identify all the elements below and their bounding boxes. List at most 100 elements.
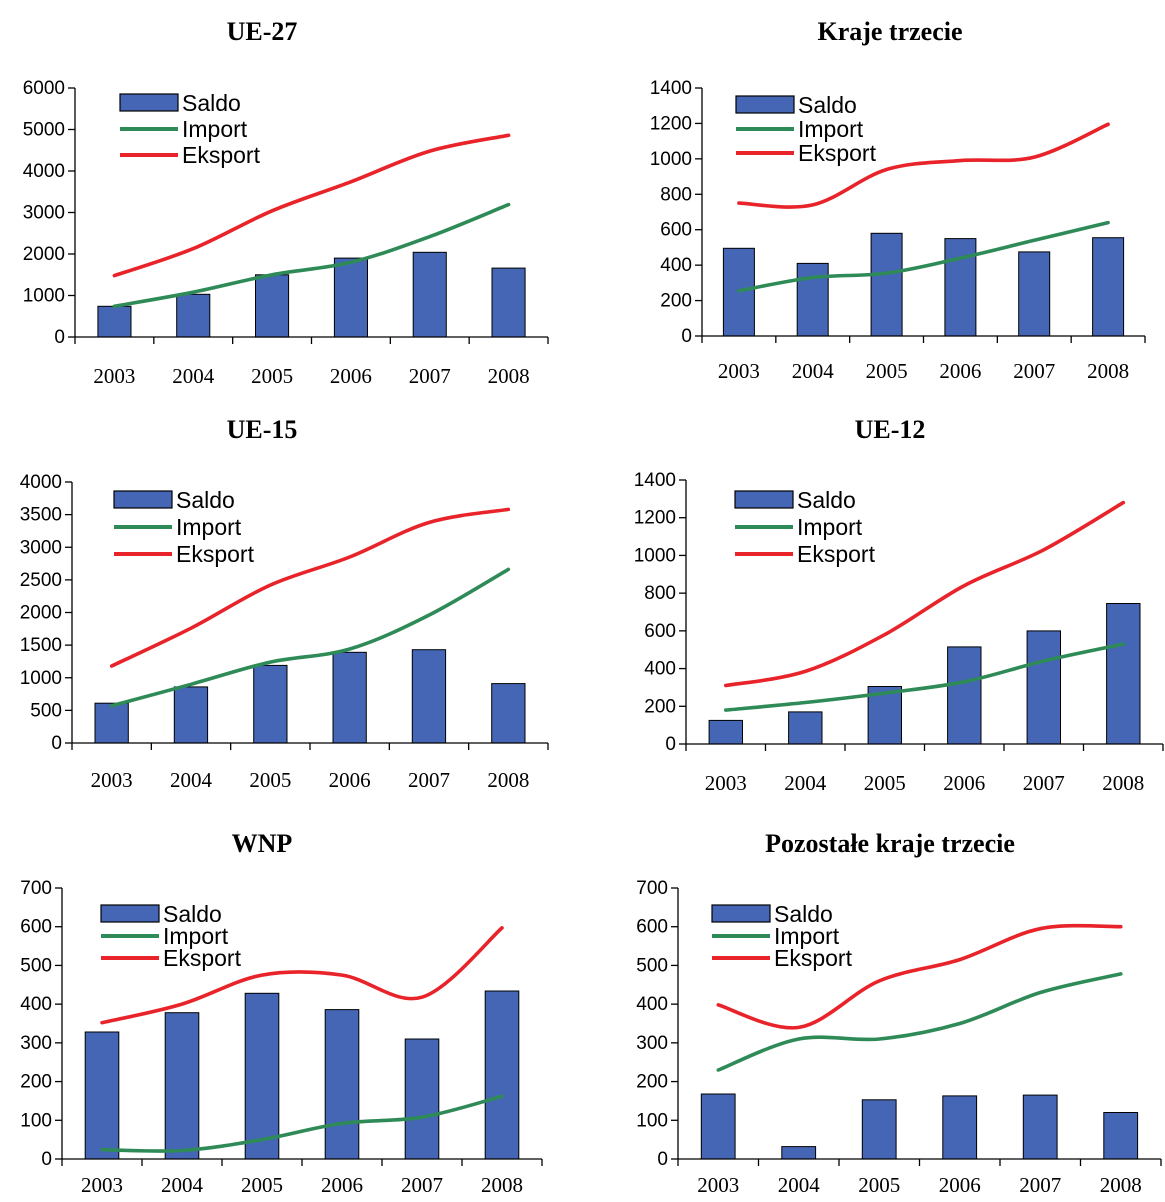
legend-saldo-label: Saldo <box>176 487 235 513</box>
legend-saldo-swatch <box>113 490 173 509</box>
saldo-bar <box>1103 1112 1139 1160</box>
x-tick-label: 2003 <box>91 768 133 792</box>
chart-title: UE-27 <box>227 17 298 46</box>
legend-import-label: Import <box>798 116 864 142</box>
saldo-bar <box>332 651 367 744</box>
chart-ue15-svg: UE-15 0 500 1000 1500 2000 2500 3000 3500 4000 200… <box>20 415 549 792</box>
y-tick-label: 3000 <box>23 203 65 224</box>
x-tick-label: 2007 <box>1013 359 1055 383</box>
y-tick-label: 300 <box>636 1033 668 1054</box>
x-tick-label: 2006 <box>329 768 371 792</box>
legend-saldo-label: Saldo <box>163 901 222 927</box>
chart-wnp-svg: WNP 0 100 200 300 400 500 600 700 2003 2004 2005 200… <box>20 829 543 1197</box>
x-tick-label: 2006 <box>939 359 981 383</box>
y-tick-label: 0 <box>681 326 692 347</box>
import-line <box>716 972 1123 1072</box>
legend-saldo-label: Saldo <box>797 487 856 513</box>
import-line <box>100 1094 504 1153</box>
saldo-bar <box>861 1099 897 1160</box>
x-tick-label: 2008 <box>488 364 530 388</box>
y-tick-label: 1000 <box>634 545 676 566</box>
y-tick-label: 200 <box>660 291 692 312</box>
legend-import-label: Import <box>774 923 840 949</box>
x-tick-label: 2006 <box>943 771 985 795</box>
saldo-bar <box>1022 1094 1058 1160</box>
y-tick-label: 300 <box>20 1033 52 1054</box>
legend-eksport-label: Eksport <box>163 945 242 971</box>
chart-ue27: UE-27 0 1000 2000 3000 4000 5000 6000 2003 2004 20… <box>0 0 565 400</box>
y-tick-label: 700 <box>636 878 668 899</box>
saldo-bar <box>333 257 368 338</box>
y-tick-label: 1200 <box>650 113 692 134</box>
chart-ue12-svg: UE-12 0 200 400 600 800 1000 1200 1400 2003 2004 20… <box>634 415 1164 795</box>
x-tick-label: 2005 <box>864 771 906 795</box>
saldo-bar <box>411 649 447 744</box>
x-tick-label: 2007 <box>409 364 451 388</box>
y-tick-label: 600 <box>636 917 668 938</box>
legend-eksport-label: Eksport <box>798 140 877 166</box>
chart-title: WNP <box>232 829 293 858</box>
legend-eksport-label: Eksport <box>182 142 261 168</box>
legend-saldo-swatch <box>711 904 771 923</box>
y-tick-label: 0 <box>54 327 65 348</box>
saldo-bar <box>94 702 129 744</box>
x-tick-label: 2007 <box>401 1173 443 1197</box>
x-tick-label: 2008 <box>487 768 529 792</box>
import-line <box>737 220 1110 293</box>
x-tick-label: 2004 <box>161 1173 204 1197</box>
legend-saldo-label: Saldo <box>774 901 833 927</box>
x-tick-label: 2005 <box>858 1173 900 1197</box>
y-tick-label: 100 <box>20 1110 52 1131</box>
legend-import-label: Import <box>182 116 248 142</box>
x-tick-label: 2004 <box>778 1173 821 1197</box>
y-tick-label: 4000 <box>23 161 65 182</box>
x-tick-label: 2004 <box>172 364 215 388</box>
x-tick-label: 2003 <box>81 1173 123 1197</box>
y-tick-label: 2500 <box>20 570 62 591</box>
x-tick-label: 2007 <box>1019 1173 1061 1197</box>
saldo-bar <box>97 305 132 338</box>
legend-import-label: Import <box>163 923 229 949</box>
saldo-bar <box>484 990 520 1160</box>
chart-title: UE-12 <box>855 415 926 444</box>
saldo-bar <box>708 719 743 745</box>
x-tick-label: 2008 <box>481 1173 523 1197</box>
chart-pozostale-kraje-trzecie: Pozostałe kraje trzecie 0 100 200 300 400 500 6… <box>590 800 1165 1202</box>
saldo-bar <box>173 686 209 744</box>
saldo-bar <box>404 1038 440 1160</box>
y-tick-label: 0 <box>41 1149 52 1170</box>
y-tick-label: 500 <box>20 955 52 976</box>
chart-title: Pozostałe kraje trzecie <box>765 829 1015 858</box>
import-line <box>112 202 511 309</box>
saldo-bar <box>944 238 977 337</box>
x-tick-label: 2006 <box>939 1173 981 1197</box>
saldo-bar <box>947 646 982 745</box>
x-tick-label: 2008 <box>1087 359 1129 383</box>
y-tick-label: 600 <box>660 220 692 241</box>
legend-eksport-label: Eksport <box>797 541 876 567</box>
chart-pozostale-kraje-trzecie-svg: Pozostałe kraje trzecie 0 100 200 300 400 500 6… <box>636 829 1162 1197</box>
saldo-bar <box>788 711 823 745</box>
x-tick-label: 2007 <box>1023 771 1065 795</box>
x-tick-label: 2008 <box>1100 1173 1142 1197</box>
eksport-line <box>716 923 1123 1030</box>
saldo-bar <box>1092 237 1125 337</box>
x-tick-label: 2003 <box>705 771 747 795</box>
y-tick-label: 400 <box>636 994 668 1015</box>
y-tick-label: 1400 <box>650 78 692 99</box>
x-tick-label: 2007 <box>408 768 450 792</box>
eksport-line <box>724 500 1126 688</box>
saldo-bar <box>255 274 290 338</box>
x-tick-label: 2005 <box>866 359 908 383</box>
x-tick-label: 2004 <box>170 768 213 792</box>
legend-saldo-swatch <box>100 904 160 923</box>
x-tick-label: 2003 <box>697 1173 739 1197</box>
legend-eksport-label: Eksport <box>176 541 255 567</box>
saldo-bar <box>491 267 526 338</box>
y-tick-label: 2000 <box>23 244 65 265</box>
x-tick-label: 2005 <box>249 768 291 792</box>
import-line <box>109 567 511 708</box>
legend-import-label: Import <box>176 514 242 540</box>
saldo-bar <box>84 1031 120 1160</box>
legend-saldo-swatch <box>119 93 179 112</box>
